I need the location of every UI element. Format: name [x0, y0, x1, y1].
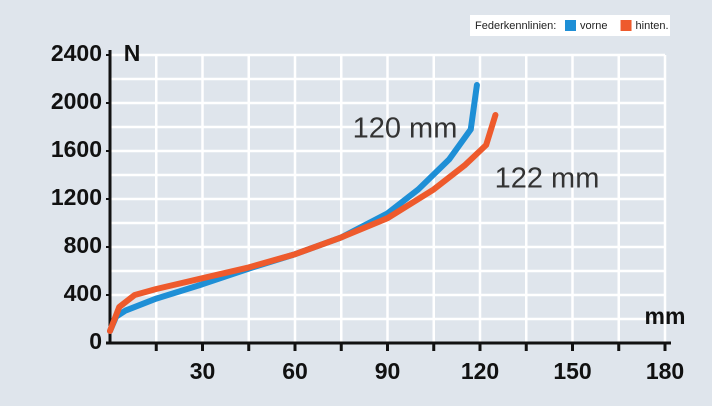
annotation: 122 mm [495, 163, 600, 195]
x-tick-label: 180 [646, 358, 684, 384]
x-tick-label: 150 [553, 358, 591, 384]
legend-swatch [620, 20, 632, 31]
x-tick-label: 90 [375, 358, 401, 384]
y-tick-label: 400 [64, 280, 102, 306]
legend-label: vorne [580, 20, 608, 32]
y-tick-label: 1200 [51, 184, 102, 210]
legend-title: Federkennlinien: [475, 20, 556, 32]
x-tick-label: 30 [190, 358, 216, 384]
x-axis-label: mm [645, 303, 686, 329]
legend-label: hinten. [636, 20, 669, 32]
annotation: 120 mm [353, 113, 458, 145]
grid [106, 50, 671, 351]
x-tick-label: 120 [461, 358, 499, 384]
y-tick-label: 2400 [51, 40, 102, 66]
y-tick-label: 2000 [51, 88, 102, 114]
y-tick-label: 800 [64, 232, 102, 258]
legend: vorne hinten. [565, 20, 669, 32]
y-tick-label: 1600 [51, 136, 102, 162]
lines [107, 82, 499, 334]
y-axis-label: N [124, 40, 141, 66]
legend-swatch [565, 20, 576, 31]
x-tick-label: 60 [282, 358, 308, 384]
y-tick-label: 0 [89, 328, 102, 354]
series-line [107, 112, 499, 334]
